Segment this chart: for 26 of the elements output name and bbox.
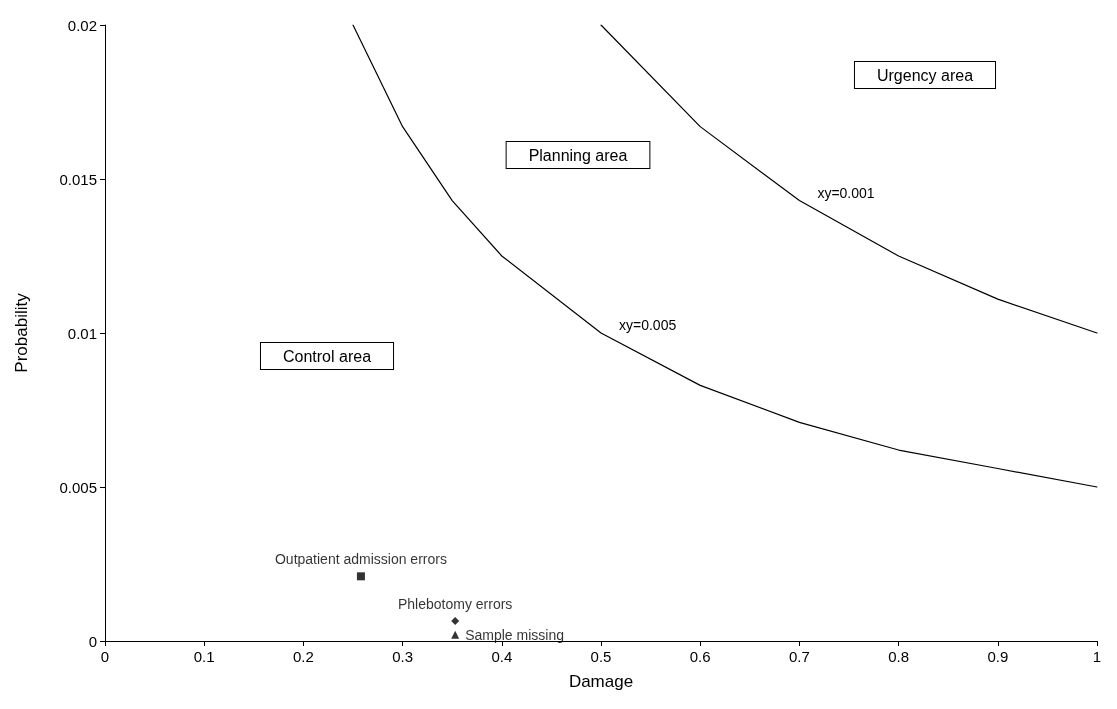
y-tick-label: 0.01	[67, 324, 97, 342]
y-tick-label: 0.005	[59, 478, 97, 496]
x-axis-title: Damage	[568, 672, 634, 691]
x-tick-label: 0.7	[788, 648, 810, 665]
x-tick-label: 0.6	[689, 648, 711, 665]
series-label: Outpatient admission errors	[274, 551, 447, 568]
annotation: Planning area	[528, 146, 628, 164]
x-tick-label: 0.8	[888, 648, 910, 665]
y-tick-label: 0.02	[67, 16, 97, 34]
y-tick-label: 0.015	[59, 170, 97, 188]
y-axis-title: Probability	[12, 292, 31, 373]
y-tick-label: 0	[88, 632, 97, 650]
x-tick-label: 0.5	[590, 648, 612, 665]
series-label: xy=0.005	[619, 317, 677, 333]
x-tick-label: 0.1	[193, 648, 215, 665]
x-tick-label: 0	[100, 648, 110, 665]
series-label: Sample missing	[465, 626, 564, 643]
x-tick-label: 0.9	[987, 648, 1009, 665]
series-label: xy=0.001	[817, 184, 875, 201]
annotation: Urgency area	[876, 66, 974, 84]
x-tick-label: 0.2	[292, 648, 314, 665]
series-label: Phlebotomy errors	[397, 595, 513, 612]
x-tick-label: 0.4	[491, 648, 513, 665]
annotation: Control area	[282, 347, 372, 365]
x-tick-label: 1	[1092, 648, 1102, 665]
x-tick-label: 0.3	[392, 648, 414, 665]
